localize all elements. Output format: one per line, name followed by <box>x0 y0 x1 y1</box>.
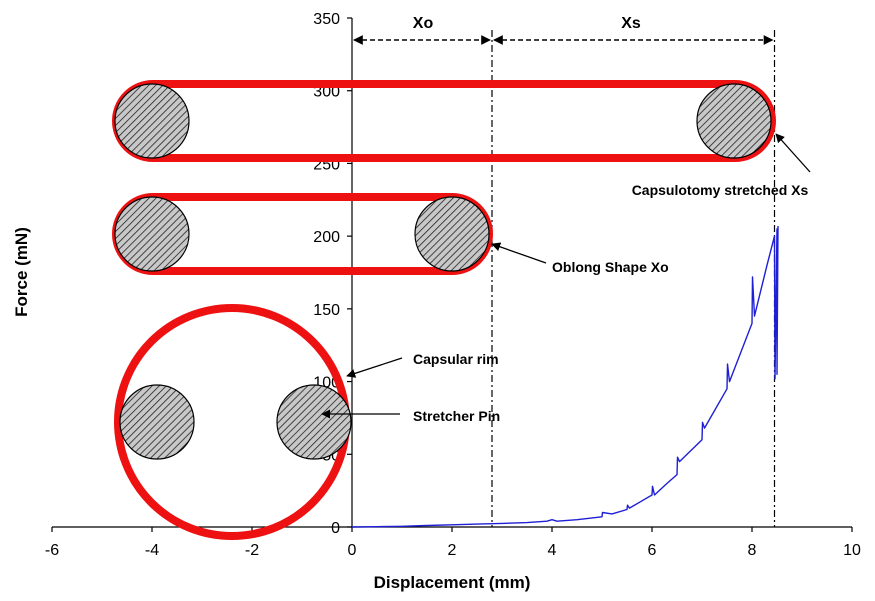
x-tick-label: 10 <box>843 542 861 559</box>
series-layer <box>351 225 779 528</box>
capsulotomy-arrow <box>775 133 811 173</box>
capsular-rim-label: Capsular rim <box>413 351 499 367</box>
xo-label: Xo <box>413 15 434 32</box>
stretcher-pin-right-bottom <box>276 384 352 460</box>
stretcher-pin-left-bottom <box>119 384 195 460</box>
x-tick-label: 2 <box>448 542 457 559</box>
y-tick-label: 350 <box>313 11 340 28</box>
stretcher-pin-right-top <box>696 83 772 159</box>
oblong-arrow <box>491 242 547 264</box>
x-tick-label: 8 <box>748 542 757 559</box>
stretcher-pin-left-top <box>114 83 190 159</box>
x-ticks: -6 -4 -2 0 2 4 6 8 10 <box>45 527 861 559</box>
y-axis-title: Force (mN) <box>12 227 31 317</box>
x-axis-title: Displacement (mm) <box>374 573 531 592</box>
stretcher-pin-label: Stretcher Pin <box>413 408 500 424</box>
force-displacement-series-line <box>351 225 779 528</box>
capsulotomy-stretched-rim <box>112 80 776 162</box>
y-tick-label: 0 <box>331 520 340 537</box>
x-tick-label: 6 <box>648 542 657 559</box>
capsulotomy-stretched-illustration <box>112 80 776 162</box>
capsulotomy-label: Capsulotomy stretched Xs <box>632 182 809 198</box>
stretcher-pin-right-middle <box>414 196 490 272</box>
capsular-rim-arrow <box>346 357 403 378</box>
x-tick-label: 0 <box>348 542 357 559</box>
oblong-label: Oblong Shape Xo <box>552 259 669 275</box>
x-tick-label: 4 <box>548 542 557 559</box>
y-tick-label: 200 <box>313 229 340 246</box>
y-tick-label: 150 <box>313 302 340 319</box>
x-tick-label: -2 <box>245 542 259 559</box>
x-tick-label: -4 <box>145 542 159 559</box>
capsular-rim-illustration <box>114 304 352 540</box>
oblong-shape-illustration <box>112 193 493 275</box>
xs-label: Xs <box>621 15 641 32</box>
x-tick-label: -6 <box>45 542 59 559</box>
stretcher-pin-left-middle <box>114 196 190 272</box>
